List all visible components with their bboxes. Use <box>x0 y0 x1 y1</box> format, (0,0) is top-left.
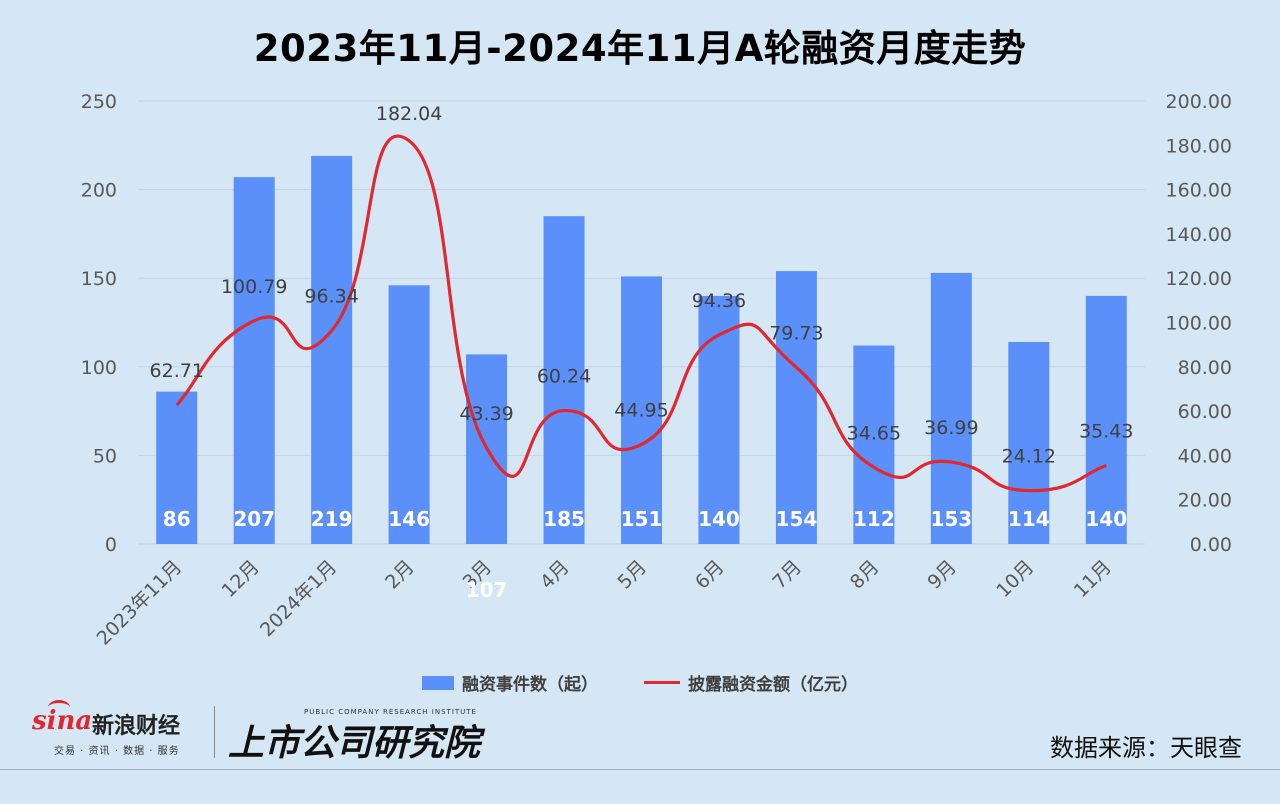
y-right-tick-label: 40.00 <box>1178 445 1232 467</box>
right-y-axis: 0.00 20.00 40.00 60.00 80.00 100.00 120.00 140.… <box>1166 91 1232 556</box>
x-tick-label: 2023年11月 <box>93 556 187 650</box>
bar-data-label: 153 <box>930 507 972 531</box>
y-right-tick-label: 140.00 <box>1166 224 1232 246</box>
bar-data-label: 112 <box>853 507 895 531</box>
line-data-label: 62.71 <box>150 360 204 382</box>
bar-data-label: 107 <box>466 578 508 602</box>
sina-finance-name: 新浪财经 <box>92 714 181 739</box>
bar-series <box>156 155 1127 545</box>
legend-swatch-bars <box>422 675 454 690</box>
line-data-label: 34.65 <box>847 422 901 444</box>
line-data-label: 36.99 <box>924 417 978 439</box>
line-data-label: 43.39 <box>459 403 513 425</box>
research-institute-logo: PUBLIC COMPANY RESEARCH INSTITUTE 上市公司研究… <box>228 704 480 764</box>
line-path <box>175 134 1107 493</box>
bar-data-label: 140 <box>698 507 740 531</box>
bar-data-label: 146 <box>388 507 430 531</box>
bar <box>543 216 585 544</box>
x-tick-label: 6月 <box>691 556 729 594</box>
line-data-label: 96.34 <box>304 286 358 308</box>
line-data-label: 60.24 <box>537 366 591 388</box>
y-left-tick-label: 100 <box>81 357 117 379</box>
line-data-label: 79.73 <box>769 322 823 344</box>
line-data-label: 100.79 <box>221 276 287 298</box>
y-right-tick-label: 200.00 <box>1166 91 1232 113</box>
y-right-tick-label: 0.00 <box>1190 534 1232 556</box>
bar <box>311 155 353 544</box>
y-right-tick-label: 60.00 <box>1178 401 1232 423</box>
bar <box>698 295 740 544</box>
line-data-label: 94.36 <box>692 290 746 312</box>
y-left-tick-label: 0 <box>105 534 117 556</box>
bar <box>775 271 817 544</box>
sina-tagline: 交易 · 资讯 · 数据 · 服务 <box>54 746 180 757</box>
bar-data-label: 151 <box>621 507 663 531</box>
institute-english-name: PUBLIC COMPANY RESEARCH INSTITUTE <box>304 708 477 716</box>
line-data-label: 182.04 <box>376 103 442 125</box>
x-tick-label: 4月 <box>536 556 574 594</box>
line-data-labels: 62.71 100.79 96.34 182.04 43.39 60.24 44.95 94.… <box>150 103 1134 468</box>
y-right-tick-label: 20.00 <box>1178 490 1232 512</box>
bar-data-label: 86 <box>163 507 191 531</box>
bar-data-label: 140 <box>1085 507 1127 531</box>
y-left-tick-label: 50 <box>93 445 117 467</box>
legend: 融资事件数（起） 披露融资金额（亿元） <box>0 670 1280 695</box>
sina-eye-icon <box>48 700 70 715</box>
x-tick-label: 2月 <box>381 556 419 594</box>
y-left-tick-label: 200 <box>81 180 117 202</box>
bar-data-labels: 86 207 219 146 107 185 151 140 154 112 153 114 140 <box>163 507 1127 602</box>
y-left-tick-label: 150 <box>81 268 117 290</box>
legend-item-bars: 融资事件数（起） <box>422 670 598 695</box>
y-left-tick-label: 250 <box>81 91 117 113</box>
bar <box>233 177 275 545</box>
brand-divider <box>214 706 215 758</box>
footer-divider <box>0 769 1280 770</box>
x-tick-label: 11月 <box>1070 556 1116 602</box>
bar <box>1008 341 1050 544</box>
legend-label-bars: 融资事件数（起） <box>462 675 598 695</box>
institute-chinese-name: 上市公司研究院 <box>228 723 481 764</box>
line-data-label: 24.12 <box>1002 446 1056 468</box>
x-tick-label: 5月 <box>613 556 651 594</box>
x-tick-label: 9月 <box>923 556 961 594</box>
line-data-label: 35.43 <box>1079 421 1133 443</box>
line-series <box>175 134 1107 493</box>
bar-data-label: 114 <box>1008 507 1050 531</box>
bar <box>621 276 662 544</box>
y-right-tick-label: 100.00 <box>1166 313 1232 335</box>
y-right-tick-label: 80.00 <box>1178 357 1232 379</box>
bar-data-label: 207 <box>233 507 275 531</box>
legend-swatch-line <box>644 681 680 684</box>
bar <box>930 272 972 544</box>
data-source: 数据来源：天眼查 <box>1050 734 1242 762</box>
x-tick-label: 8月 <box>846 556 884 594</box>
bar <box>388 285 430 544</box>
bar <box>156 391 198 544</box>
left-y-axis: 0 50 100 150 200 250 <box>81 91 117 556</box>
sina-finance-logo: sina 新浪财经 交易 · 资讯 · 数据 · 服务 <box>32 700 202 760</box>
bar-data-label: 154 <box>776 507 818 531</box>
x-tick-label: 12月 <box>218 556 264 602</box>
y-right-tick-label: 160.00 <box>1166 180 1232 202</box>
legend-label-line: 披露融资金额（亿元） <box>688 675 858 695</box>
sina-wordmark: sina <box>32 706 93 736</box>
legend-item-line: 披露融资金额（亿元） <box>644 670 858 695</box>
y-right-tick-label: 180.00 <box>1166 135 1232 157</box>
line-data-label: 44.95 <box>614 399 668 421</box>
chart-title: 2023年11月-2024年11月A轮融资月度走势 <box>253 27 1027 70</box>
x-tick-label: 10月 <box>992 556 1038 602</box>
x-tick-label: 7月 <box>768 556 806 594</box>
bar-data-label: 219 <box>311 507 353 531</box>
x-tick-label: 2024年1月 <box>256 556 341 641</box>
y-right-tick-label: 120.00 <box>1166 268 1232 290</box>
chart-canvas: 0 50 100 150 200 250 0.00 20.00 40.00 60.00 80.00… <box>81 91 1232 650</box>
bar <box>853 345 895 544</box>
bar <box>1085 295 1127 544</box>
bar-data-label: 185 <box>543 507 585 531</box>
